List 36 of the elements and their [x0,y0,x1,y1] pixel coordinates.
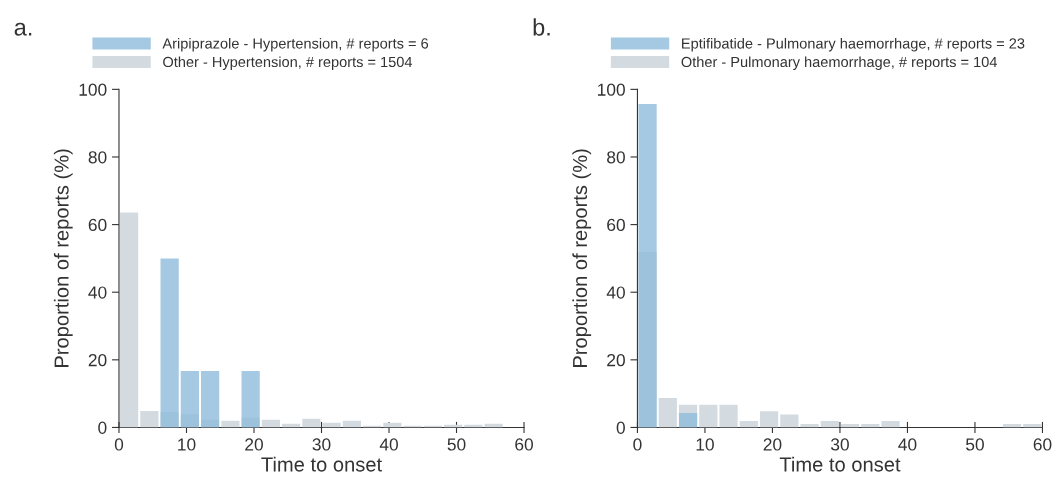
y-tick-label: 100 [597,83,625,96]
x-tick-label: 50 [447,438,466,451]
legend-label: Other - Hypertension, # reports = 1504 [163,56,413,70]
legend-label: Aripiprazole - Hypertension, # reports = 6 [162,37,429,52]
y-tick-label: 40 [88,286,107,299]
y-axis-title: Proportion of reports (%) [53,149,73,367]
x-tick-label: 30 [830,438,849,451]
chart-title: b. [533,18,550,36]
x-tick-label: 60 [515,438,533,451]
y-tick-label: 80 [607,151,625,164]
x-tick-label: 40 [379,438,398,451]
y-tick-label: 20 [88,354,107,367]
x-tick-label: 30 [312,438,331,451]
y-tick-label: 100 [79,83,107,96]
x-tick-label: 10 [696,438,714,451]
x-tick-label: 20 [763,438,782,451]
x-tick-label: 50 [966,438,984,451]
y-tick-label: 60 [88,218,107,232]
y-tick-label: 40 [606,286,625,299]
y-tick-label: 80 [88,151,107,164]
x-tick-label: 20 [245,438,263,451]
y-tick-label: 20 [607,354,625,367]
y-tick-label: 60 [607,218,625,232]
x-tick-label: 10 [178,438,196,451]
y-axis-title: Proportion of reports (%) [572,149,592,367]
chart-title: a. [14,22,32,36]
y-tick-label: 0 [98,421,107,434]
legend-label: Other - Pulmonary haemorrhage, # reports = 104 [681,56,997,70]
x-axis-title: Time to onset [261,456,382,472]
y-tick-label: 0 [616,421,625,434]
x-tick-label: 0 [633,438,642,451]
x-tick-label: 60 [1033,438,1052,451]
x-tick-label: 40 [898,438,917,451]
x-axis-title: Time to onset [779,456,901,472]
x-tick-label: 0 [114,438,124,451]
legend-label: Eptifibatide - Pulmonary haemorrhage, # reports = 23 [682,37,1025,52]
